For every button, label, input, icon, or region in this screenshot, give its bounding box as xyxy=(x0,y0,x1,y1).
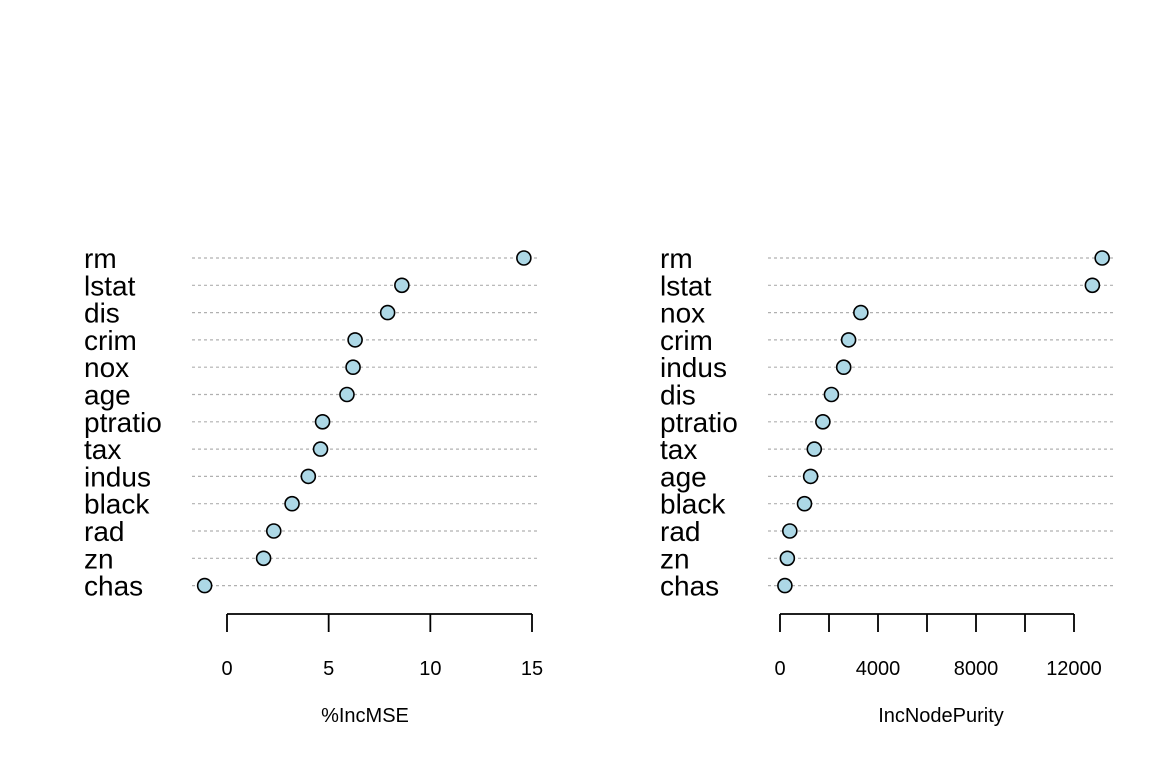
row-label: age xyxy=(84,380,131,411)
data-point xyxy=(394,277,410,294)
x-tick-label: 0 xyxy=(774,658,785,680)
data-point xyxy=(339,386,355,403)
panel-2: rmlstatnoxcrimindusdisptratiotaxageblack… xyxy=(660,243,1114,727)
x-axis-title: %IncMSE xyxy=(321,705,409,727)
row-label: tax xyxy=(84,434,121,465)
row-label: indus xyxy=(84,461,151,492)
x-tick-label: 10 xyxy=(419,658,441,680)
row-label: black xyxy=(84,489,150,520)
row-label: lstat xyxy=(84,270,136,301)
x-tick-label: 12000 xyxy=(1046,658,1102,680)
x-tick-label: 15 xyxy=(521,658,543,680)
data-point xyxy=(347,332,363,348)
row-label: zn xyxy=(84,543,114,574)
panel-1: rmlstatdiscrimnoxageptratiotaxindusblack… xyxy=(84,243,543,727)
data-point xyxy=(314,413,331,430)
row-label: rad xyxy=(84,516,124,547)
data-point xyxy=(379,304,396,321)
data-point xyxy=(835,359,852,376)
x-tick-label: 5 xyxy=(323,658,334,680)
data-point xyxy=(300,468,317,485)
row-label: dis xyxy=(660,380,696,411)
row-label: dis xyxy=(84,298,120,329)
data-point xyxy=(815,413,831,430)
row-label: zn xyxy=(660,543,690,574)
data-point xyxy=(777,577,793,594)
row-label: ptratio xyxy=(660,407,738,438)
row-label: chas xyxy=(660,571,719,602)
data-point xyxy=(345,359,361,376)
x-tick-label: 4000 xyxy=(856,658,901,680)
row-label: rm xyxy=(660,243,693,274)
row-label: ptratio xyxy=(84,407,162,438)
row-label: lstat xyxy=(660,270,712,301)
row-label: crim xyxy=(84,325,137,356)
row-label: tax xyxy=(660,434,697,465)
row-label: black xyxy=(660,489,726,520)
data-point xyxy=(255,550,272,567)
data-point xyxy=(806,441,823,457)
data-point xyxy=(840,332,857,348)
data-point xyxy=(196,577,213,594)
data-point xyxy=(853,304,869,321)
data-point xyxy=(781,523,798,539)
data-point xyxy=(1094,250,1110,266)
x-axis-title: IncNodePurity xyxy=(878,705,1004,727)
data-point xyxy=(779,550,796,567)
row-label: rad xyxy=(660,516,700,547)
row-label: indus xyxy=(660,352,727,383)
data-point xyxy=(1084,277,1101,294)
row-label: rm xyxy=(84,243,117,274)
row-label: nox xyxy=(84,352,129,383)
data-point xyxy=(516,250,532,266)
data-point xyxy=(823,386,840,403)
data-point xyxy=(796,495,813,512)
row-label: age xyxy=(660,461,707,492)
data-point xyxy=(312,441,329,457)
x-tick-label: 0 xyxy=(221,658,232,680)
data-point xyxy=(802,468,819,485)
x-tick-label: 8000 xyxy=(954,658,999,680)
row-label: nox xyxy=(660,298,705,329)
row-label: crim xyxy=(660,325,713,356)
row-label: chas xyxy=(84,571,143,602)
data-point xyxy=(284,495,300,512)
data-point xyxy=(265,523,282,539)
